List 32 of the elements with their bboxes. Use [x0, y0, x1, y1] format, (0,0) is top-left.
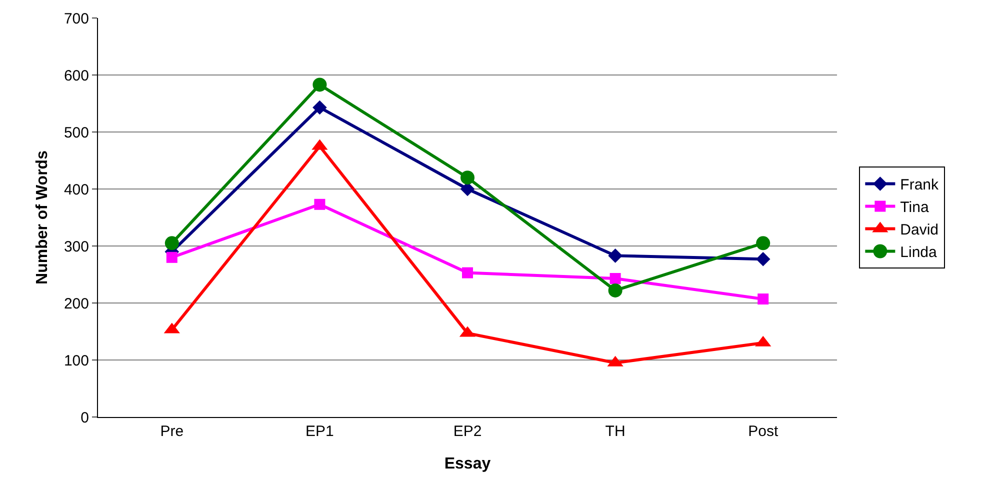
- x-axis-title: Essay: [444, 456, 491, 473]
- y-tick-label: 100: [64, 352, 89, 370]
- y-axis-title: Number of Words: [34, 150, 51, 284]
- x-tick-label: EP1: [306, 423, 334, 440]
- legend-label: David: [900, 222, 939, 239]
- legend-label: Tina: [900, 199, 930, 216]
- point: [756, 252, 770, 266]
- point: [758, 294, 769, 305]
- point: [314, 198, 326, 210]
- point: [166, 252, 178, 263]
- y-tick-label: 600: [64, 67, 89, 84]
- x-tick-label: Pre: [160, 423, 184, 440]
- y-tick-label: 500: [64, 124, 89, 142]
- legend-label: Linda: [900, 244, 938, 262]
- y-tick-label: 700: [64, 10, 89, 28]
- point: [312, 100, 327, 115]
- y-tick-label: 400: [64, 181, 89, 198]
- legend-label: Frank: [900, 176, 940, 194]
- y-tick-label: 0: [80, 409, 89, 426]
- point: [756, 236, 770, 250]
- point: [164, 236, 179, 250]
- point: [460, 170, 474, 185]
- point: [312, 78, 327, 92]
- point: [608, 283, 622, 298]
- y-tick-label: 200: [64, 295, 89, 312]
- point: [610, 272, 621, 284]
- x-tick-label: Post: [748, 423, 779, 440]
- x-tick-label: EP2: [453, 423, 482, 440]
- y-tick-label: 300: [64, 238, 89, 256]
- point: [608, 248, 622, 263]
- point: [462, 267, 473, 278]
- x-tick-label: TH: [605, 423, 626, 440]
